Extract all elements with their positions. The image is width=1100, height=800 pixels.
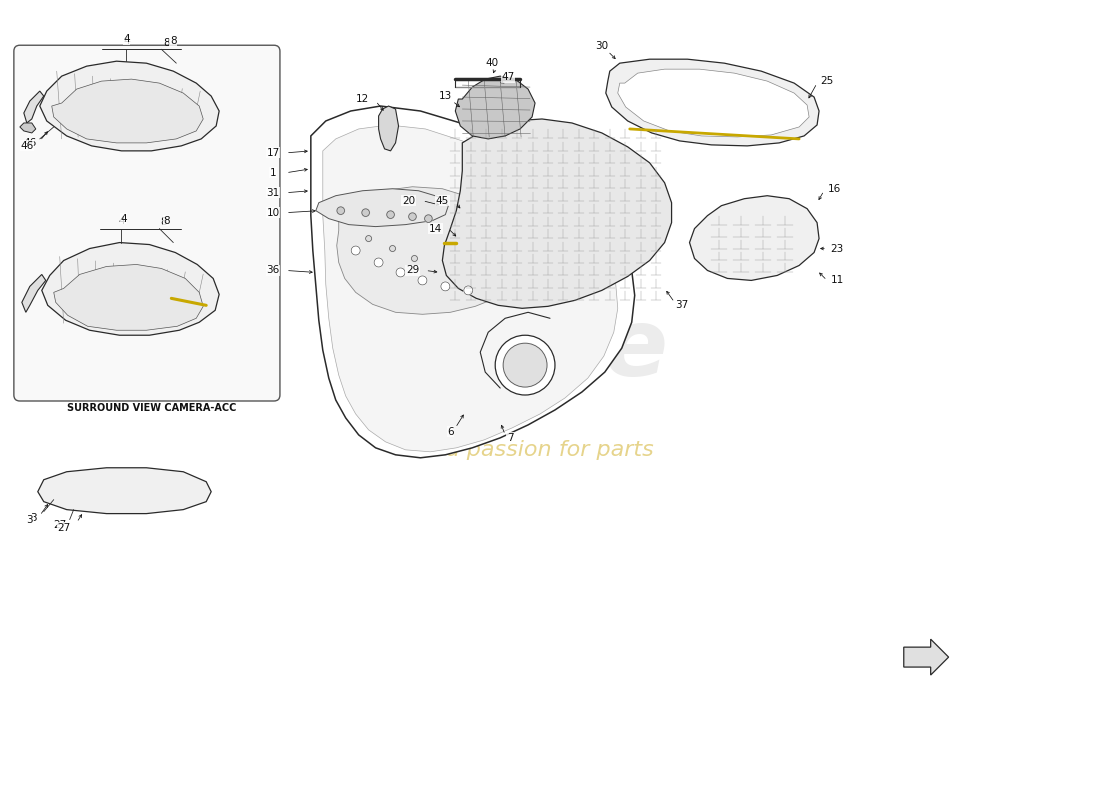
Text: 4: 4 (118, 216, 124, 226)
Text: 40: 40 (485, 58, 498, 68)
Circle shape (337, 207, 344, 214)
Text: 25: 25 (821, 76, 834, 86)
Text: 4: 4 (123, 34, 130, 44)
Polygon shape (690, 196, 820, 281)
Polygon shape (606, 59, 820, 146)
Text: 13: 13 (439, 91, 452, 101)
Polygon shape (316, 189, 449, 226)
Text: 23: 23 (830, 243, 844, 254)
Circle shape (418, 276, 427, 285)
Circle shape (411, 255, 418, 262)
Circle shape (409, 213, 416, 221)
Text: 46: 46 (23, 138, 36, 148)
Text: 6: 6 (447, 427, 453, 437)
Text: 31: 31 (266, 188, 279, 198)
Circle shape (389, 246, 396, 251)
FancyBboxPatch shape (14, 46, 279, 401)
Text: 4: 4 (123, 36, 130, 46)
Circle shape (441, 282, 450, 291)
Text: 8: 8 (163, 216, 169, 226)
Polygon shape (20, 123, 36, 133)
Polygon shape (37, 468, 211, 514)
Text: a passion for parts: a passion for parts (447, 440, 653, 460)
Polygon shape (52, 79, 204, 143)
Text: 4: 4 (120, 214, 127, 224)
Text: 29: 29 (406, 266, 419, 275)
Text: elite: elite (431, 304, 669, 396)
Text: SURROUND VIEW CAMERA-ACC: SURROUND VIEW CAMERA-ACC (67, 403, 236, 413)
Text: 8: 8 (170, 36, 177, 46)
Circle shape (351, 246, 360, 255)
Circle shape (464, 286, 473, 295)
Text: 12: 12 (356, 94, 370, 104)
Polygon shape (54, 265, 204, 330)
Text: 14: 14 (429, 223, 442, 234)
Circle shape (374, 258, 383, 267)
Polygon shape (378, 106, 398, 151)
Text: 30: 30 (595, 42, 608, 51)
Text: 11: 11 (830, 275, 844, 286)
Circle shape (362, 209, 370, 217)
Polygon shape (42, 242, 219, 335)
Polygon shape (22, 274, 46, 312)
Circle shape (495, 335, 556, 395)
Circle shape (365, 235, 372, 242)
Text: 8: 8 (163, 38, 169, 48)
Polygon shape (40, 61, 219, 151)
Polygon shape (311, 106, 635, 458)
Polygon shape (455, 76, 535, 139)
Polygon shape (24, 91, 44, 123)
Text: 10: 10 (266, 208, 279, 218)
Text: 36: 36 (266, 266, 279, 275)
Text: 17: 17 (266, 148, 279, 158)
Text: 45: 45 (436, 196, 449, 206)
Text: 3: 3 (31, 513, 37, 522)
Text: 3: 3 (26, 514, 33, 525)
Text: 47: 47 (502, 72, 515, 82)
Text: 46: 46 (20, 141, 33, 151)
Text: 37: 37 (675, 300, 689, 310)
Text: 8: 8 (160, 217, 167, 226)
Circle shape (387, 211, 394, 218)
Polygon shape (442, 119, 672, 308)
Polygon shape (337, 186, 525, 314)
Text: 27: 27 (53, 519, 66, 530)
Text: 16: 16 (827, 184, 840, 194)
Circle shape (396, 268, 405, 277)
Polygon shape (904, 639, 948, 675)
Polygon shape (618, 69, 810, 137)
Text: 20: 20 (402, 196, 415, 206)
Text: 7: 7 (507, 433, 514, 443)
Circle shape (503, 343, 547, 387)
Circle shape (425, 215, 432, 222)
Polygon shape (322, 125, 618, 452)
Text: 1: 1 (270, 168, 276, 178)
Text: 27: 27 (57, 522, 70, 533)
